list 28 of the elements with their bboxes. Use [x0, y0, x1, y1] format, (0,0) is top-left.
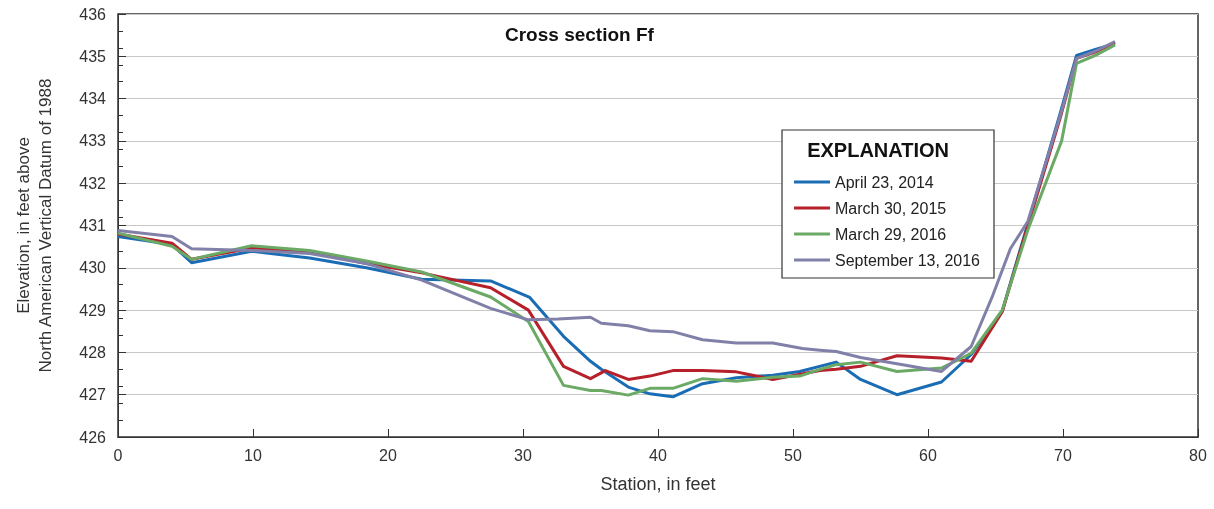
text: Cross section Ff	[505, 24, 655, 45]
legend-label: April 23, 2014	[835, 173, 934, 191]
y-tick-label: 436	[79, 5, 107, 23]
y-tick-label: 426	[79, 428, 107, 446]
x-tick-label: 10	[244, 446, 262, 464]
y-tick-label: 427	[79, 386, 107, 404]
x-axis-title: Station, in feet	[600, 474, 716, 494]
x-tick-label: 70	[1054, 446, 1072, 464]
y-tick-label: 431	[79, 217, 107, 234]
legend-title: EXPLANATION	[807, 139, 949, 161]
legend-label: March 29, 2016	[835, 225, 947, 243]
x-tick-label: 0	[113, 446, 123, 464]
y-tick-label: 432	[79, 174, 107, 192]
y-tick-label: 429	[79, 301, 107, 319]
legend-label: March 30, 2015	[835, 199, 947, 217]
y-axis-title: Elevation, in feet above North American Vertical Datum of 1988	[13, 78, 55, 373]
y-tick-label: 430	[79, 259, 107, 277]
x-tick-label: 80	[1189, 446, 1207, 464]
y-tick-label: 434	[79, 90, 107, 108]
y-tick-label: 428	[79, 343, 107, 361]
y-tick-label: 433	[79, 132, 107, 150]
y-tick-label: 435	[79, 47, 107, 65]
x-tick-label: 40	[649, 446, 667, 464]
legend-label: September 13, 2016	[835, 251, 981, 269]
x-tick-label: 30	[514, 446, 532, 464]
x-tick-label: 20	[379, 446, 397, 464]
x-tick-label: 60	[919, 446, 937, 464]
x-tick-label: 50	[784, 446, 802, 464]
